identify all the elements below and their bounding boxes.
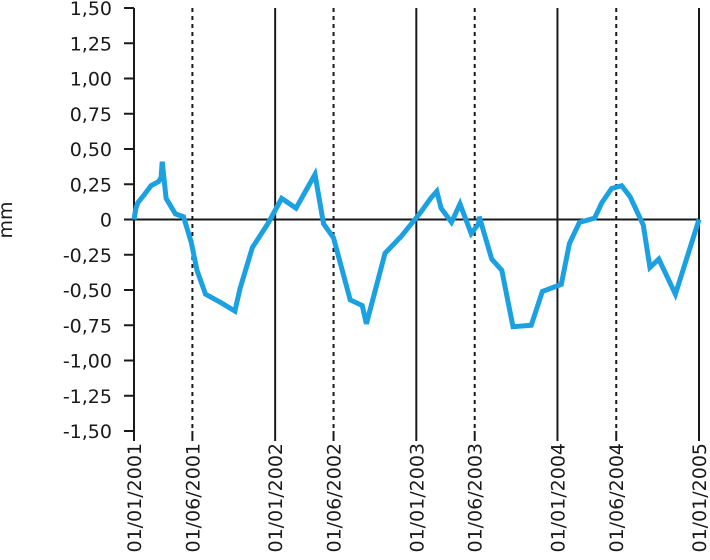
x-tick-label: 01/01/2003 — [406, 443, 428, 553]
series-layer — [131, 161, 702, 330]
y-tick-label: -1,25 — [63, 386, 112, 408]
x-tick-label: 01/06/2004 — [606, 443, 628, 553]
y-tick-label: 1,50 — [70, 0, 112, 20]
y-tick-label: 0,25 — [70, 174, 112, 196]
x-tick-label: 01/06/2003 — [465, 443, 487, 553]
y-tick-label: -0,25 — [63, 245, 112, 267]
y-tick-label: 0,75 — [70, 104, 112, 126]
y-tick-label: -0,50 — [63, 280, 112, 302]
y-tick-label: -1,50 — [63, 421, 112, 443]
y-tick-label: -1,00 — [63, 351, 112, 373]
y-axis-title: mm — [0, 201, 17, 238]
x-tick-label: 01/01/2001 — [124, 443, 146, 553]
y-tick-label: 1,25 — [70, 33, 112, 55]
y-tick-label: 1,00 — [70, 69, 112, 91]
y-axis-ticks: 1,50 1,25 1,00 0,75 0,50 0,25 0 -0,25 -0,50 -0,75… — [63, 0, 134, 443]
x-tick-label: 01/01/2004 — [547, 443, 569, 553]
x-tick-label: 01/06/2002 — [324, 443, 346, 553]
axes — [124, 8, 699, 431]
series-line-0 — [131, 161, 702, 330]
y-tick-label: 0 — [100, 210, 112, 232]
y-tick-label: 0,50 — [70, 139, 112, 161]
x-tick-label: 01/06/2001 — [182, 443, 204, 553]
x-tick-label: 01/01/2005 — [689, 443, 710, 553]
x-axis-ticks: 01/01/2001 01/06/2001 01/01/2002 01/06/2002… — [124, 431, 710, 553]
y-tick-label: -0,75 — [63, 315, 112, 337]
x-tick-label: 01/01/2002 — [265, 443, 287, 553]
